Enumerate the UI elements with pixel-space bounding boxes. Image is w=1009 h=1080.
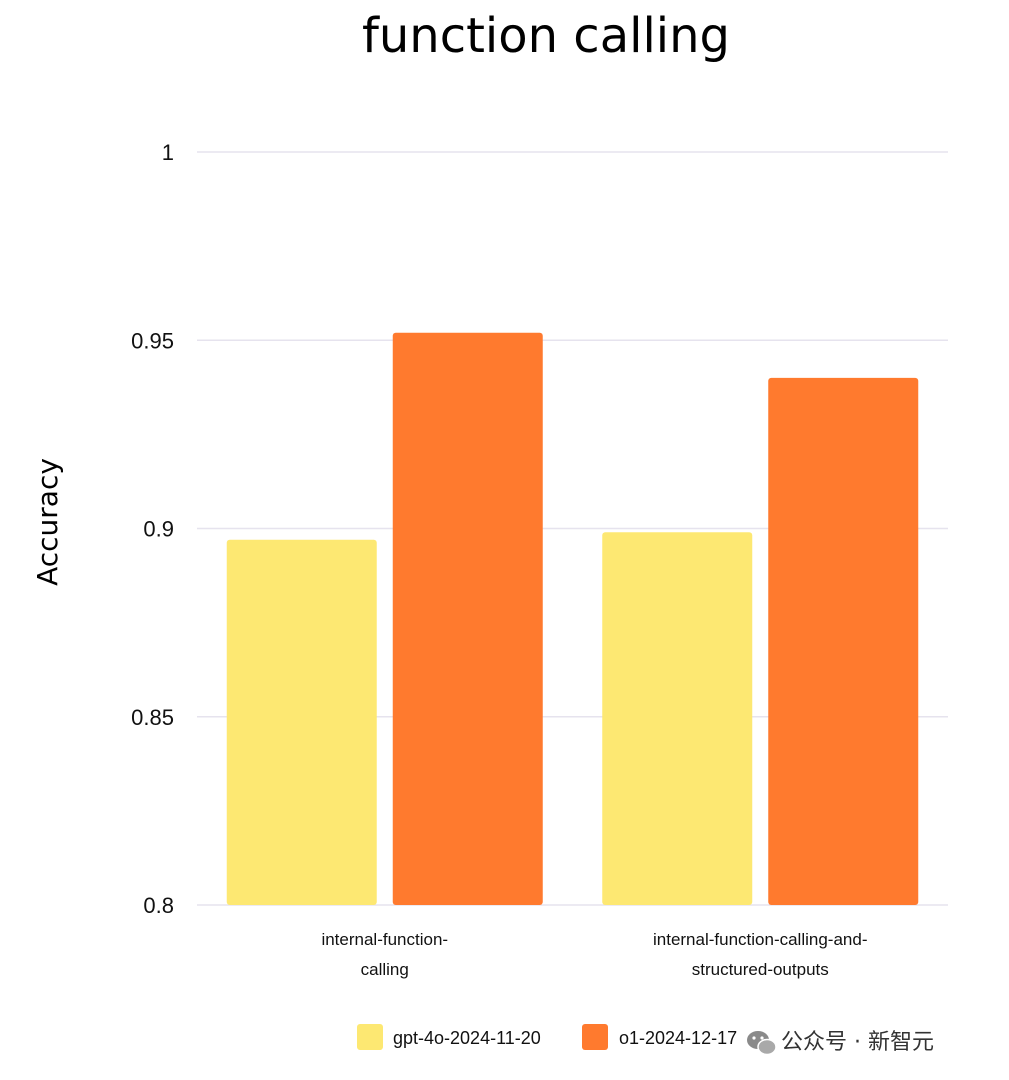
y-axis-label: Accuracy xyxy=(31,458,64,586)
y-tick-label: 0.85 xyxy=(131,705,174,730)
y-axis-ticks: 0.8 0.85 0.9 0.95 1 xyxy=(131,140,174,918)
legend-label: gpt-4o-2024-11-20 xyxy=(393,1028,541,1048)
x-axis-ticks: internal-function-calling internal-functi… xyxy=(321,930,867,979)
bar-gpt-4o-0 xyxy=(226,539,377,905)
bars xyxy=(226,332,919,906)
watermark: 公众号 · 新智元 xyxy=(747,1030,934,1056)
legend-label: o1-2024-12-17 xyxy=(619,1028,737,1048)
legend-swatch xyxy=(357,1024,383,1050)
x-tick-label: calling xyxy=(361,960,409,979)
y-tick-label: 1 xyxy=(162,140,174,165)
y-tick-label: 0.95 xyxy=(131,328,174,353)
legend: gpt-4o-2024-11-20 o1-2024-12-17 xyxy=(357,1024,737,1050)
bar-gpt-4o-1 xyxy=(602,532,753,905)
y-tick-label: 0.8 xyxy=(143,893,174,918)
x-tick-label: internal-function- xyxy=(321,930,448,949)
x-tick-label: structured-outputs xyxy=(692,960,829,979)
bar-o1-1 xyxy=(768,377,919,905)
chart-title: function calling xyxy=(362,8,730,64)
y-tick-label: 0.9 xyxy=(143,517,174,542)
x-tick-label: internal-function-calling-and- xyxy=(653,930,868,949)
watermark-text: 公众号 · 新智元 xyxy=(781,1030,934,1055)
bar-o1-0 xyxy=(392,332,543,906)
legend-swatch xyxy=(582,1024,608,1050)
wechat-icon xyxy=(747,1031,777,1056)
